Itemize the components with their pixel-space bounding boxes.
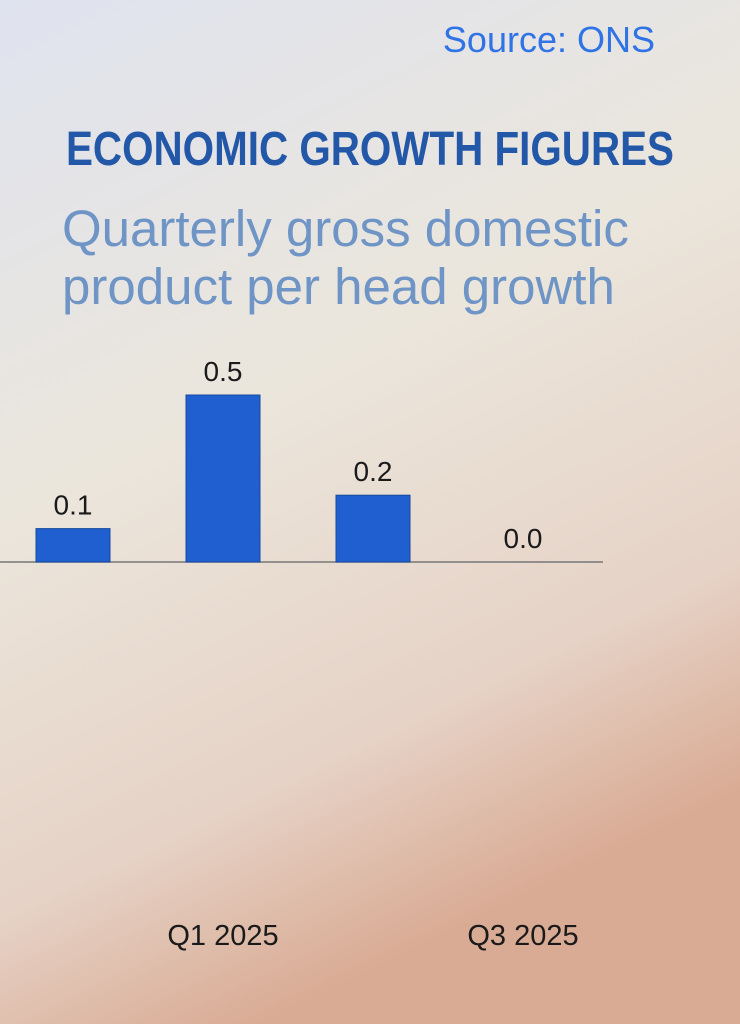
value-label: 0.1 <box>54 490 93 521</box>
bar <box>335 494 411 563</box>
subtitle-line: Quarterly gross domestic <box>62 200 629 257</box>
value-label: 0.0 <box>504 523 543 554</box>
value-label: 0.2 <box>354 456 393 487</box>
source: Source: ONS <box>443 19 655 60</box>
x-tick-label: Q3 2025 <box>467 920 578 952</box>
subtitle-line: product per head growth <box>62 258 615 315</box>
bar <box>185 394 261 563</box>
bar <box>35 528 111 563</box>
value-label: 0.5 <box>204 356 243 387</box>
chart-title: ECONOMIC GROWTH FIGURES <box>66 123 674 176</box>
x-tick-label: Q1 2025 <box>167 920 278 952</box>
